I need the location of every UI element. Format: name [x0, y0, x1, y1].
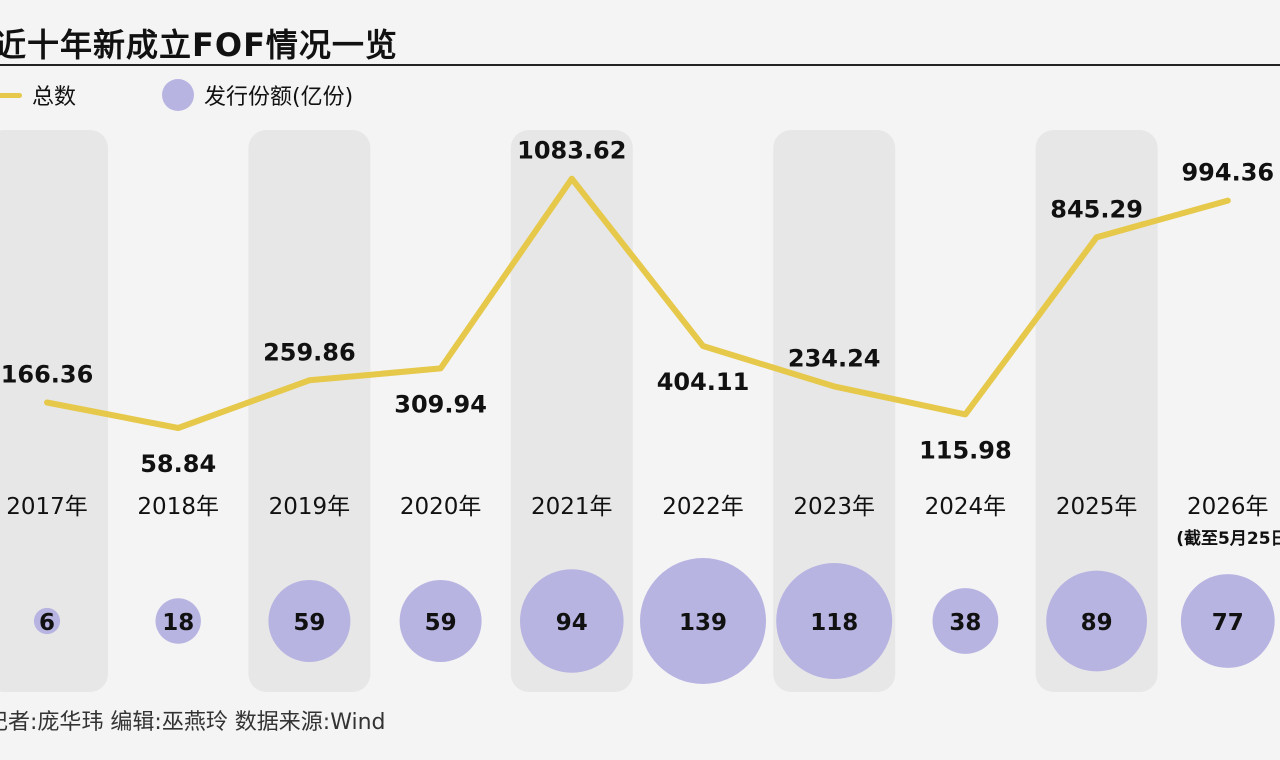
title-divider — [0, 64, 1280, 66]
share-bubble — [776, 563, 893, 679]
column-band — [0, 130, 108, 692]
legend-line-swatch — [0, 92, 22, 98]
share-data-label: 77 — [1212, 610, 1244, 636]
share-data-label: 59 — [293, 610, 325, 636]
share-data-label: 139 — [679, 610, 727, 636]
share-data-label: 18 — [162, 610, 194, 636]
share-bubble — [155, 598, 201, 644]
year-tick-label: 2025年 — [1056, 494, 1138, 520]
legend-label-share: 发行份额(亿份) — [204, 85, 354, 110]
total-data-label: 404.11 — [657, 368, 750, 396]
column-band — [510, 130, 633, 692]
legend-bubble-swatch — [162, 79, 194, 111]
total-data-label: 259.86 — [263, 338, 356, 366]
year-tick-label: 2020年 — [400, 494, 482, 520]
column-band — [1035, 130, 1158, 692]
total-data-label: 115.98 — [919, 436, 1012, 464]
total-data-label: 234.24 — [788, 344, 881, 372]
legend-item-total: 总数 — [0, 78, 76, 112]
share-bubble — [1180, 574, 1275, 668]
year-note-label: (截至5月25日) — [1176, 528, 1280, 549]
share-data-label: 94 — [556, 610, 588, 636]
share-data-label: 89 — [1081, 610, 1113, 636]
column-band — [773, 130, 896, 692]
chart-title: 近十年新成立FOF情况一览 — [0, 26, 398, 64]
column-band — [248, 130, 371, 692]
year-tick-label: 2024年 — [925, 494, 1007, 520]
share-bubble — [932, 588, 999, 654]
total-data-label: 166.36 — [1, 360, 94, 388]
fof-chart: 166.36 58.84 259.86 309.94 1083.62 404.11 234.… — [0, 130, 1280, 692]
year-tick-label: 2026年 — [1187, 494, 1269, 520]
total-data-label: 845.29 — [1050, 195, 1143, 223]
legend-item-share: 发行份额(亿份) — [162, 78, 353, 112]
year-tick-label: 2021年 — [531, 494, 613, 520]
share-bubble — [640, 558, 766, 684]
year-tick-label: 2018年 — [137, 494, 219, 520]
year-tick-label: 2023年 — [793, 494, 875, 520]
share-bubble — [520, 569, 624, 673]
year-tick-label: 2017年 — [6, 494, 88, 520]
legend-label-total: 总数 — [32, 85, 77, 110]
share-bubble — [268, 580, 351, 662]
total-data-label: 994.36 — [1181, 159, 1274, 187]
share-bubble — [399, 580, 482, 662]
total-data-label: 309.94 — [394, 390, 487, 418]
total-data-label: 1083.62 — [517, 137, 626, 165]
share-data-label: 38 — [949, 610, 981, 636]
year-tick-label: 2022年 — [662, 494, 744, 520]
footer-credits: 记者:庞华玮 编辑:巫燕玲 数据来源:Wind — [0, 710, 386, 735]
total-data-label: 58.84 — [140, 450, 216, 478]
share-bubble — [1046, 570, 1147, 672]
share-data-label: 118 — [810, 610, 858, 636]
share-data-label: 6 — [39, 610, 55, 636]
share-bubble — [33, 607, 61, 635]
total-line — [44, 175, 1231, 431]
share-data-label: 59 — [425, 610, 457, 636]
year-tick-label: 2019年 — [269, 494, 351, 520]
